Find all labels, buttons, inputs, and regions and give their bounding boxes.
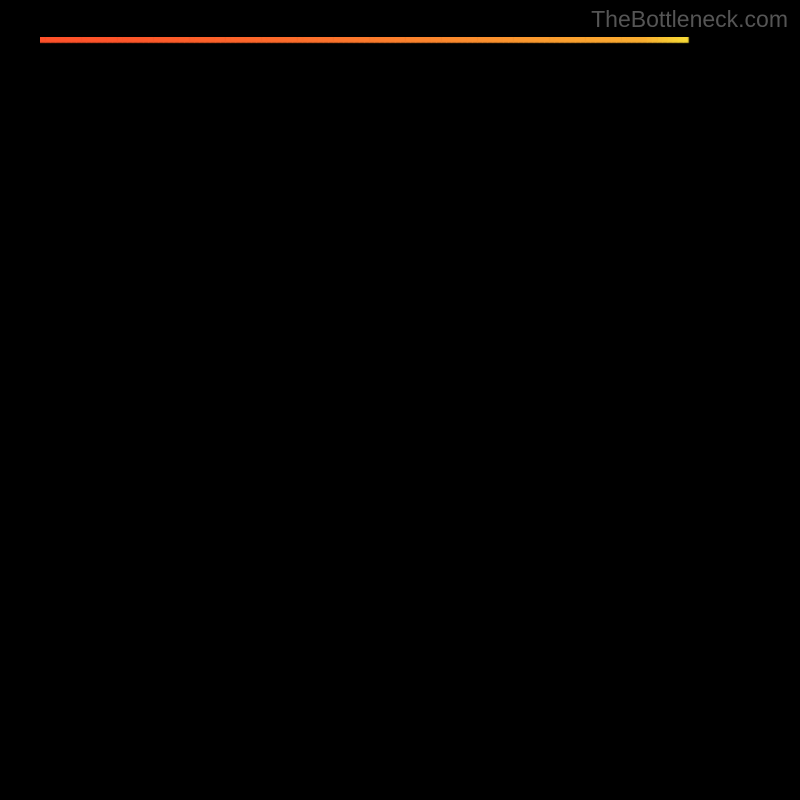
heatmap-canvas bbox=[40, 37, 760, 757]
watermark-text: TheBottleneck.com bbox=[591, 6, 788, 33]
chart-container: TheBottleneck.com bbox=[0, 0, 800, 800]
heatmap-plot bbox=[40, 37, 760, 757]
